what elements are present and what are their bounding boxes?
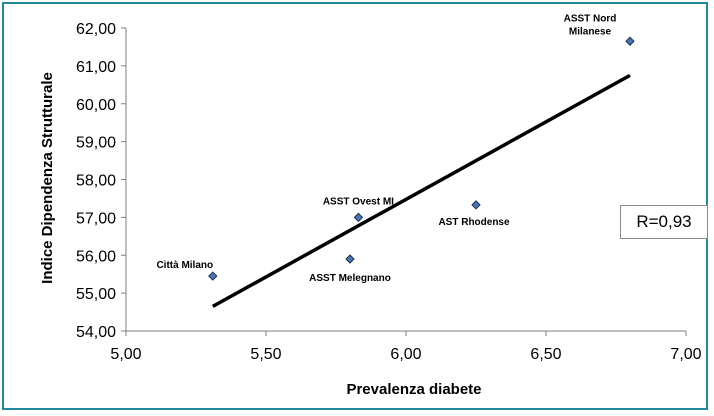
data-point bbox=[625, 36, 635, 46]
x-tick-label: 7,00 bbox=[670, 346, 701, 363]
point-labels: Città Milano ASST Melegnano ASST Ovest MI A… bbox=[156, 13, 616, 284]
y-tick-label: 58,00 bbox=[76, 173, 116, 190]
x-tick-label: 6,00 bbox=[390, 346, 421, 363]
y-axis-ticks: 54,00 55,00 56,00 57,00 58,00 59,00 60,00 61,00… bbox=[76, 21, 126, 341]
y-tick-label: 57,00 bbox=[76, 210, 116, 227]
data-point bbox=[353, 212, 364, 223]
x-tick-label: 6,50 bbox=[530, 346, 561, 363]
y-tick-label: 59,00 bbox=[76, 135, 116, 152]
data-point-label: ASST Ovest MI bbox=[323, 196, 394, 207]
data-points bbox=[208, 36, 635, 281]
data-point bbox=[345, 254, 355, 264]
y-tick-label: 54,00 bbox=[76, 324, 116, 341]
y-tick-label: 62,00 bbox=[76, 21, 116, 38]
y-tick-label: 61,00 bbox=[76, 59, 116, 76]
x-axis-ticks: 5,00 5,50 6,00 6,50 7,00 bbox=[110, 331, 702, 363]
data-point-label-line: ASST Nord bbox=[564, 13, 617, 24]
data-point bbox=[208, 271, 218, 281]
data-point-label: AST Rhodense bbox=[438, 217, 510, 228]
y-tick-label: 60,00 bbox=[76, 97, 116, 114]
chart-frame bbox=[2, 2, 708, 410]
data-point-label-line: Milanese bbox=[569, 26, 612, 37]
trend-line bbox=[211, 73, 631, 308]
x-tick-label: 5,50 bbox=[250, 346, 281, 363]
y-axis-title: Indice Dipendenza Strutturale bbox=[39, 72, 56, 284]
data-point bbox=[471, 200, 481, 210]
data-point-label: ASST Melegnano bbox=[309, 273, 391, 284]
x-tick-label: 5,00 bbox=[110, 346, 141, 363]
y-tick-label: 56,00 bbox=[76, 248, 116, 265]
correlation-annotation: R=0,93 bbox=[620, 205, 708, 239]
y-tick-label: 55,00 bbox=[76, 286, 116, 303]
data-point-label: Città Milano bbox=[156, 260, 213, 271]
data-point-label: ASST Nord Milanese bbox=[564, 13, 617, 37]
x-axis-title: Prevalenza diabete bbox=[346, 381, 481, 398]
